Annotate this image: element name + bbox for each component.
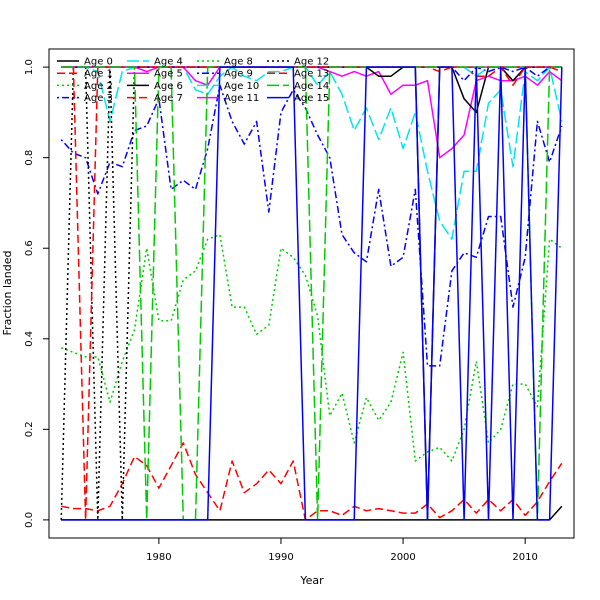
legend-label: Age 6 (154, 81, 183, 92)
legend-label: Age 13 (294, 69, 329, 80)
y-axis-title: Fraction landed (1, 251, 14, 336)
legend-label: Age 1 (84, 69, 113, 80)
plot-frame (48, 48, 575, 539)
y-tick-label: 0.4 (24, 331, 35, 347)
x-tick-label: 1980 (146, 552, 171, 563)
y-tick-label: 0.0 (24, 512, 35, 528)
y-tick-label: 0.6 (24, 240, 35, 256)
y-tick-label: 0.8 (24, 150, 35, 166)
x-axis-title: Year (299, 574, 324, 587)
series-line-age-14 (61, 66, 562, 521)
legend-label: Age 2 (84, 81, 113, 92)
legend-label: Age 9 (224, 69, 253, 80)
legend-label: Age 0 (84, 57, 113, 68)
legend-label: Age 3 (84, 93, 113, 104)
legend-label: Age 5 (154, 69, 183, 80)
y-axis: 0.0 0.2 0.4 0.6 0.8 1.0 (24, 59, 49, 528)
plot-lines (60, 66, 563, 521)
x-tick-label: 2000 (390, 552, 415, 563)
y-tick-label: 0.2 (24, 421, 35, 437)
legend-label: Age 10 (224, 81, 259, 92)
series-line-age-3 (60, 84, 563, 367)
legend-label: Age 12 (294, 57, 329, 68)
legend-label: Age 11 (224, 93, 259, 104)
legend-label: Age 15 (294, 93, 329, 104)
series-line-age-1 (61, 442, 563, 521)
legend-label: Age 14 (294, 81, 329, 92)
legend-label: Age 7 (154, 93, 183, 104)
series-line-age-0 (61, 505, 563, 521)
x-tick-label: 1990 (268, 552, 293, 563)
x-axis: 1980 1990 2000 2010 (146, 538, 538, 563)
series-line-age-7 (61, 66, 563, 86)
legend-label: Age 4 (154, 57, 183, 68)
y-tick-label: 1.0 (24, 59, 35, 75)
legend-label: Age 8 (224, 57, 253, 68)
series-line-age-15 (61, 66, 563, 521)
x-tick-label: 2010 (512, 552, 537, 563)
